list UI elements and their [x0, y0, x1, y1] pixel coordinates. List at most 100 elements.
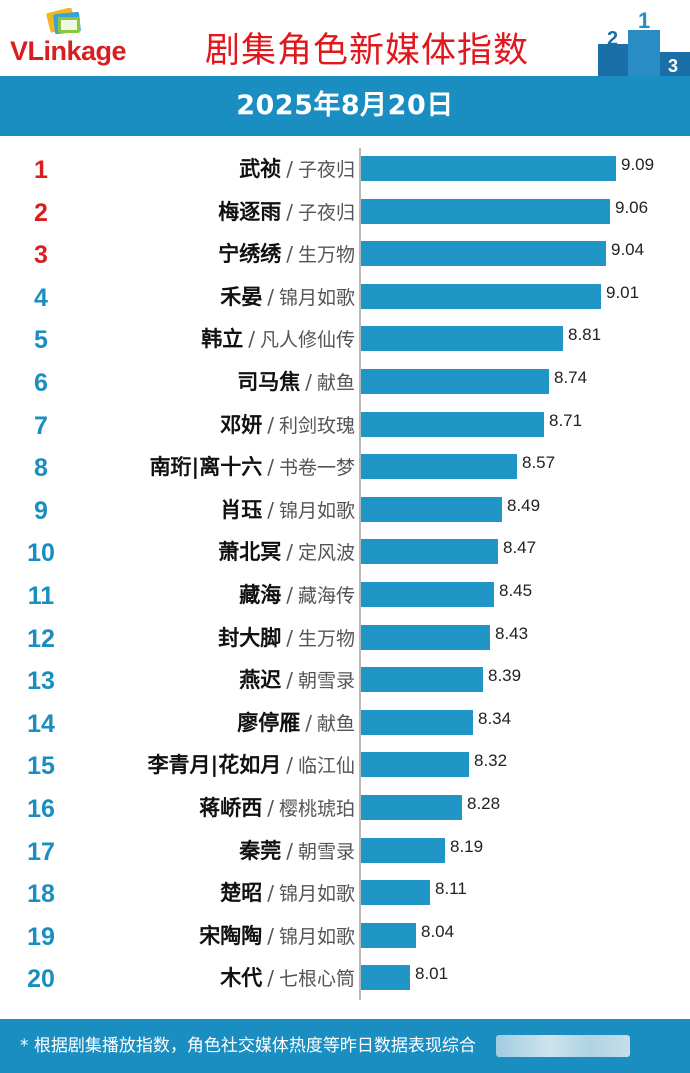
show-name: 朝雪录: [297, 840, 355, 863]
label-separator: /: [286, 199, 293, 224]
row-label: 南珩|离十六 / 书卷一梦: [150, 451, 355, 481]
rank-number: 19: [27, 922, 55, 951]
value-bar: [361, 369, 549, 394]
ranking-row: 20 木代 / 七根心筒 8.01: [0, 959, 690, 1001]
label-separator: /: [267, 923, 274, 948]
value-label: 8.71: [549, 410, 583, 430]
value-label: 8.11: [435, 879, 467, 899]
value-bar: [361, 454, 517, 480]
value-bar: [361, 496, 502, 522]
value-label: 8.32: [474, 751, 508, 771]
podium-icon: 2 1 3: [598, 12, 690, 76]
ranking-row: 2 梅逐雨 / 子夜归 9.06: [0, 193, 690, 235]
svg-text:1: 1: [638, 12, 650, 33]
rank-number: 2: [34, 198, 48, 227]
character-name: 司马焦: [237, 370, 301, 394]
rank-number: 10: [27, 539, 55, 568]
character-name: 宋陶陶: [199, 923, 263, 948]
value-bar: [361, 837, 445, 863]
value-bar: [361, 880, 430, 906]
row-label: 韩立 / 凡人修仙传: [201, 323, 355, 353]
rank-number: 18: [27, 880, 55, 909]
rank-number: 16: [27, 795, 55, 823]
row-label: 封大脚 / 生万物: [218, 622, 355, 652]
label-separator: /: [267, 284, 274, 309]
ranking-row: 16 蒋峤西 / 樱桃琥珀 8.28: [0, 789, 690, 831]
svg-text:3: 3: [668, 56, 678, 76]
character-name: 秦莞: [239, 838, 282, 863]
logo-mark-icon: [46, 8, 81, 35]
row-label: 武祯 / 子夜归: [239, 153, 355, 183]
character-name: 燕迟: [239, 668, 282, 693]
label-separator: /: [286, 242, 293, 267]
show-name: 凡人修仙传: [259, 329, 355, 352]
label-separator: /: [248, 327, 255, 352]
value-label: 8.39: [488, 666, 522, 686]
label-separator: /: [286, 625, 293, 650]
character-name: 木代: [220, 966, 263, 991]
row-label: 梅逐雨 / 子夜归: [218, 196, 355, 226]
show-name: 藏海传: [297, 585, 355, 607]
row-label: 楚昭 / 锦月如歌: [220, 877, 355, 907]
blurred-watermark: [496, 1035, 630, 1057]
label-separator: /: [286, 838, 293, 863]
label-separator: /: [305, 710, 312, 735]
rank-number: 15: [27, 752, 55, 781]
row-label: 李青月|花如月 / 临江仙: [148, 749, 355, 779]
ranking-row: 8 南珩|离十六 / 书卷一梦 8.57: [0, 448, 690, 490]
row-label: 蒋峤西 / 樱桃琥珀: [199, 792, 355, 822]
label-separator: /: [286, 753, 293, 778]
ranking-row: 7 邓妍 / 利剑玫瑰 8.71: [0, 406, 690, 448]
value-bar: [361, 922, 416, 948]
row-label: 燕迟 / 朝雪录: [239, 664, 355, 694]
value-bar: [361, 283, 601, 309]
show-name: 献鱼: [316, 712, 355, 735]
label-separator: /: [286, 540, 293, 565]
ranking-row: 5 韩立 / 凡人修仙传 8.81: [0, 320, 690, 362]
row-label: 廖停雁 / 献鱼: [237, 707, 355, 737]
value-bar: [361, 411, 544, 437]
label-separator: /: [305, 370, 312, 394]
show-name: 生万物: [297, 244, 355, 267]
vlinkage-logo: VLinkage: [6, 8, 166, 72]
rank-number: 12: [27, 624, 55, 653]
row-label: 宁绣绣 / 生万物: [218, 238, 355, 268]
ranking-row: 18 楚昭 / 锦月如歌 8.11: [0, 874, 690, 916]
show-name: 生万物: [297, 627, 355, 650]
bar-axis-line: [359, 148, 361, 1000]
value-label: 8.74: [554, 368, 588, 387]
ranking-row: 4 禾晏 / 锦月如歌 9.01: [0, 278, 690, 320]
character-name: 邓妍: [220, 412, 263, 437]
row-label: 宋陶陶 / 锦月如歌: [199, 920, 355, 950]
row-label: 木代 / 七根心筒: [220, 962, 355, 992]
show-name: 利剑玫瑰: [278, 414, 355, 437]
ranking-row: 12 封大脚 / 生万物 8.43: [0, 619, 690, 661]
value-bar: [361, 198, 610, 224]
value-label: 9.09: [621, 155, 655, 174]
value-label: 8.81: [568, 325, 602, 345]
ranking-row: 13 燕迟 / 朝雪录 8.39: [0, 661, 690, 703]
character-name: 禾晏: [220, 284, 263, 309]
rank-number: 3: [34, 241, 48, 270]
value-label: 9.06: [615, 197, 649, 217]
character-name: 梅逐雨: [218, 199, 282, 224]
row-label: 邓妍 / 利剑玫瑰: [220, 409, 355, 439]
show-name: 子夜归: [297, 159, 355, 181]
ranking-row: 17 秦莞 / 朝雪录 8.19: [0, 832, 690, 874]
header: VLinkage 剧集角色新媒体指数 2 1 3: [0, 0, 690, 76]
rank-number: 7: [34, 411, 48, 440]
show-name: 锦月如歌: [278, 883, 355, 906]
value-bar: [361, 752, 469, 778]
label-separator: /: [286, 668, 293, 693]
rank-number: 8: [34, 454, 48, 483]
character-name: 封大脚: [218, 625, 282, 650]
value-label: 8.47: [503, 538, 537, 558]
logo-text: VLinkage: [10, 36, 127, 67]
show-name: 临江仙: [297, 755, 355, 778]
footer-note: * 根据剧集播放指数，角色社交媒体热度等昨日数据表现综合: [20, 1036, 476, 1056]
value-bar: [361, 624, 490, 650]
character-name: 武祯: [239, 157, 282, 181]
character-name: 宁绣绣: [218, 242, 282, 267]
show-name: 樱桃琥珀: [278, 798, 355, 820]
ranking-row: 15 李青月|花如月 / 临江仙 8.32: [0, 746, 690, 788]
